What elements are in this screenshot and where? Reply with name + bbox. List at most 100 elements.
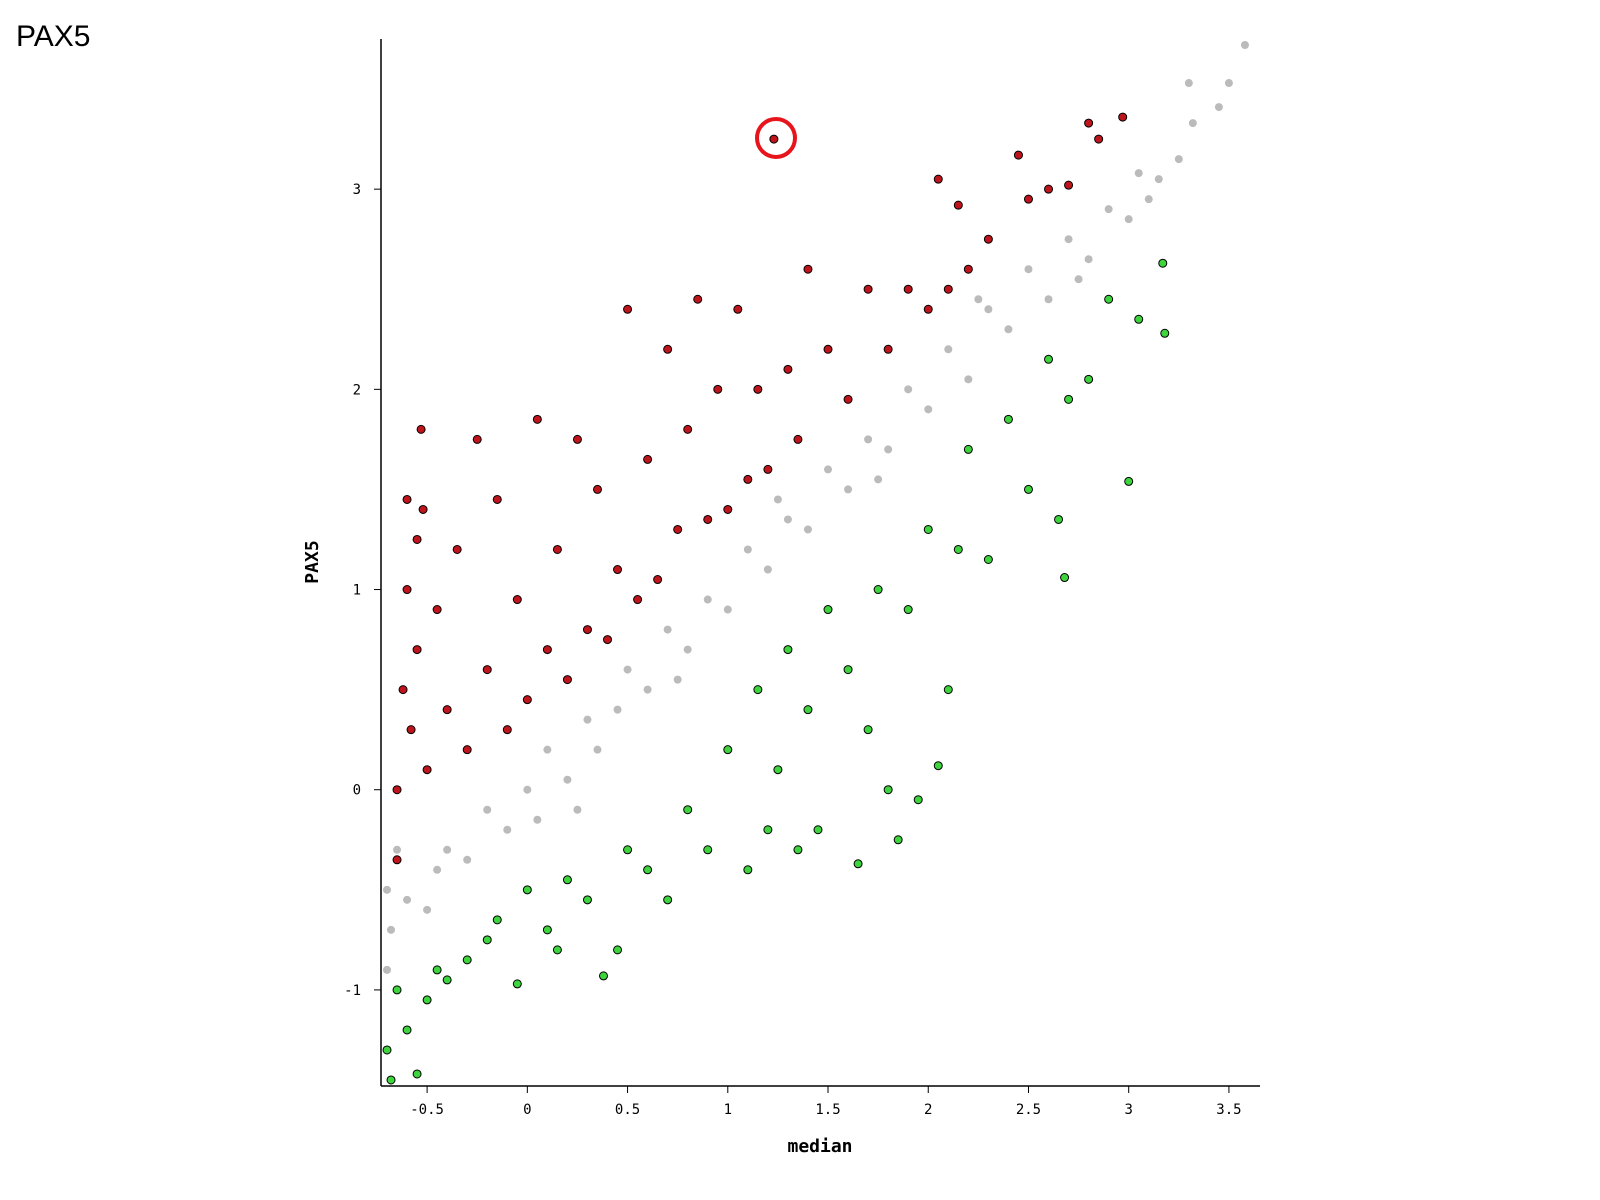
point: [542, 645, 552, 655]
point: [844, 485, 853, 494]
point: [1118, 112, 1128, 122]
point: [433, 865, 442, 874]
point: [874, 475, 883, 484]
point: [883, 785, 893, 795]
point: [442, 705, 452, 715]
point: [1044, 354, 1054, 364]
point: [883, 344, 893, 354]
x-tick-label: 3: [1124, 1102, 1132, 1118]
point: [904, 385, 913, 394]
y-tick-label: 0: [353, 783, 361, 799]
point: [773, 495, 782, 504]
point: [823, 344, 833, 354]
point: [392, 785, 402, 795]
point: [753, 685, 763, 695]
point: [1084, 255, 1093, 264]
point: [542, 925, 552, 935]
point: [853, 859, 863, 869]
point: [683, 645, 692, 654]
point: [903, 605, 913, 615]
point: [723, 605, 732, 614]
point: [402, 494, 412, 504]
point: [532, 414, 542, 424]
point: [402, 585, 412, 595]
point: [599, 971, 609, 981]
point: [403, 895, 412, 904]
point: [963, 264, 973, 274]
point: [393, 845, 402, 854]
x-tick-label: -0.5: [410, 1102, 444, 1118]
point: [1224, 79, 1233, 88]
point: [933, 761, 943, 771]
point: [923, 524, 933, 534]
point: [773, 765, 783, 775]
point: [1024, 265, 1033, 274]
point: [512, 595, 522, 605]
point: [392, 985, 402, 995]
point: [603, 635, 613, 645]
point: [683, 805, 693, 815]
point: [1104, 294, 1114, 304]
point: [713, 384, 723, 394]
point: [803, 264, 813, 274]
x-tick-label: 2: [924, 1102, 932, 1118]
point: [1064, 394, 1074, 404]
point: [422, 765, 432, 775]
point: [392, 855, 402, 865]
points: [382, 41, 1249, 1085]
point: [442, 975, 452, 985]
point: [1174, 155, 1183, 164]
point: [1134, 314, 1144, 324]
point: [383, 885, 392, 894]
point: [613, 565, 623, 575]
point: [944, 345, 953, 354]
point: [1084, 374, 1094, 384]
point: [743, 474, 753, 484]
point: [763, 565, 772, 574]
point: [462, 745, 472, 755]
point: [402, 1025, 412, 1035]
point: [983, 234, 993, 244]
point: [1084, 118, 1094, 128]
point: [412, 534, 422, 544]
point: [763, 464, 773, 474]
point: [593, 745, 602, 754]
point: [843, 665, 853, 675]
point: [552, 544, 562, 554]
point: [1023, 484, 1033, 494]
point: [873, 585, 883, 595]
x-tick-label: 1.5: [815, 1102, 840, 1118]
point: [813, 825, 823, 835]
point: [1184, 79, 1193, 88]
point: [983, 554, 993, 564]
point: [1134, 169, 1143, 178]
point: [583, 715, 592, 724]
point: [964, 375, 973, 384]
point: [623, 845, 633, 855]
point: [1124, 215, 1133, 224]
point: [382, 1045, 392, 1055]
point: [512, 979, 522, 989]
point: [643, 454, 653, 464]
point: [1214, 103, 1223, 112]
point: [943, 284, 953, 294]
point: [432, 965, 442, 975]
point: [723, 745, 733, 755]
point: [753, 384, 763, 394]
point: [552, 945, 562, 955]
point: [492, 494, 502, 504]
point: [1240, 41, 1249, 50]
point: [1013, 150, 1023, 160]
point: [769, 134, 779, 144]
point: [1064, 180, 1074, 190]
point: [503, 825, 512, 834]
x-tick-label: 0.5: [615, 1102, 640, 1118]
point: [663, 895, 673, 905]
y-tick-label: -1: [344, 983, 361, 999]
point: [863, 284, 873, 294]
point: [533, 815, 542, 824]
point: [963, 444, 973, 454]
point: [723, 504, 733, 514]
